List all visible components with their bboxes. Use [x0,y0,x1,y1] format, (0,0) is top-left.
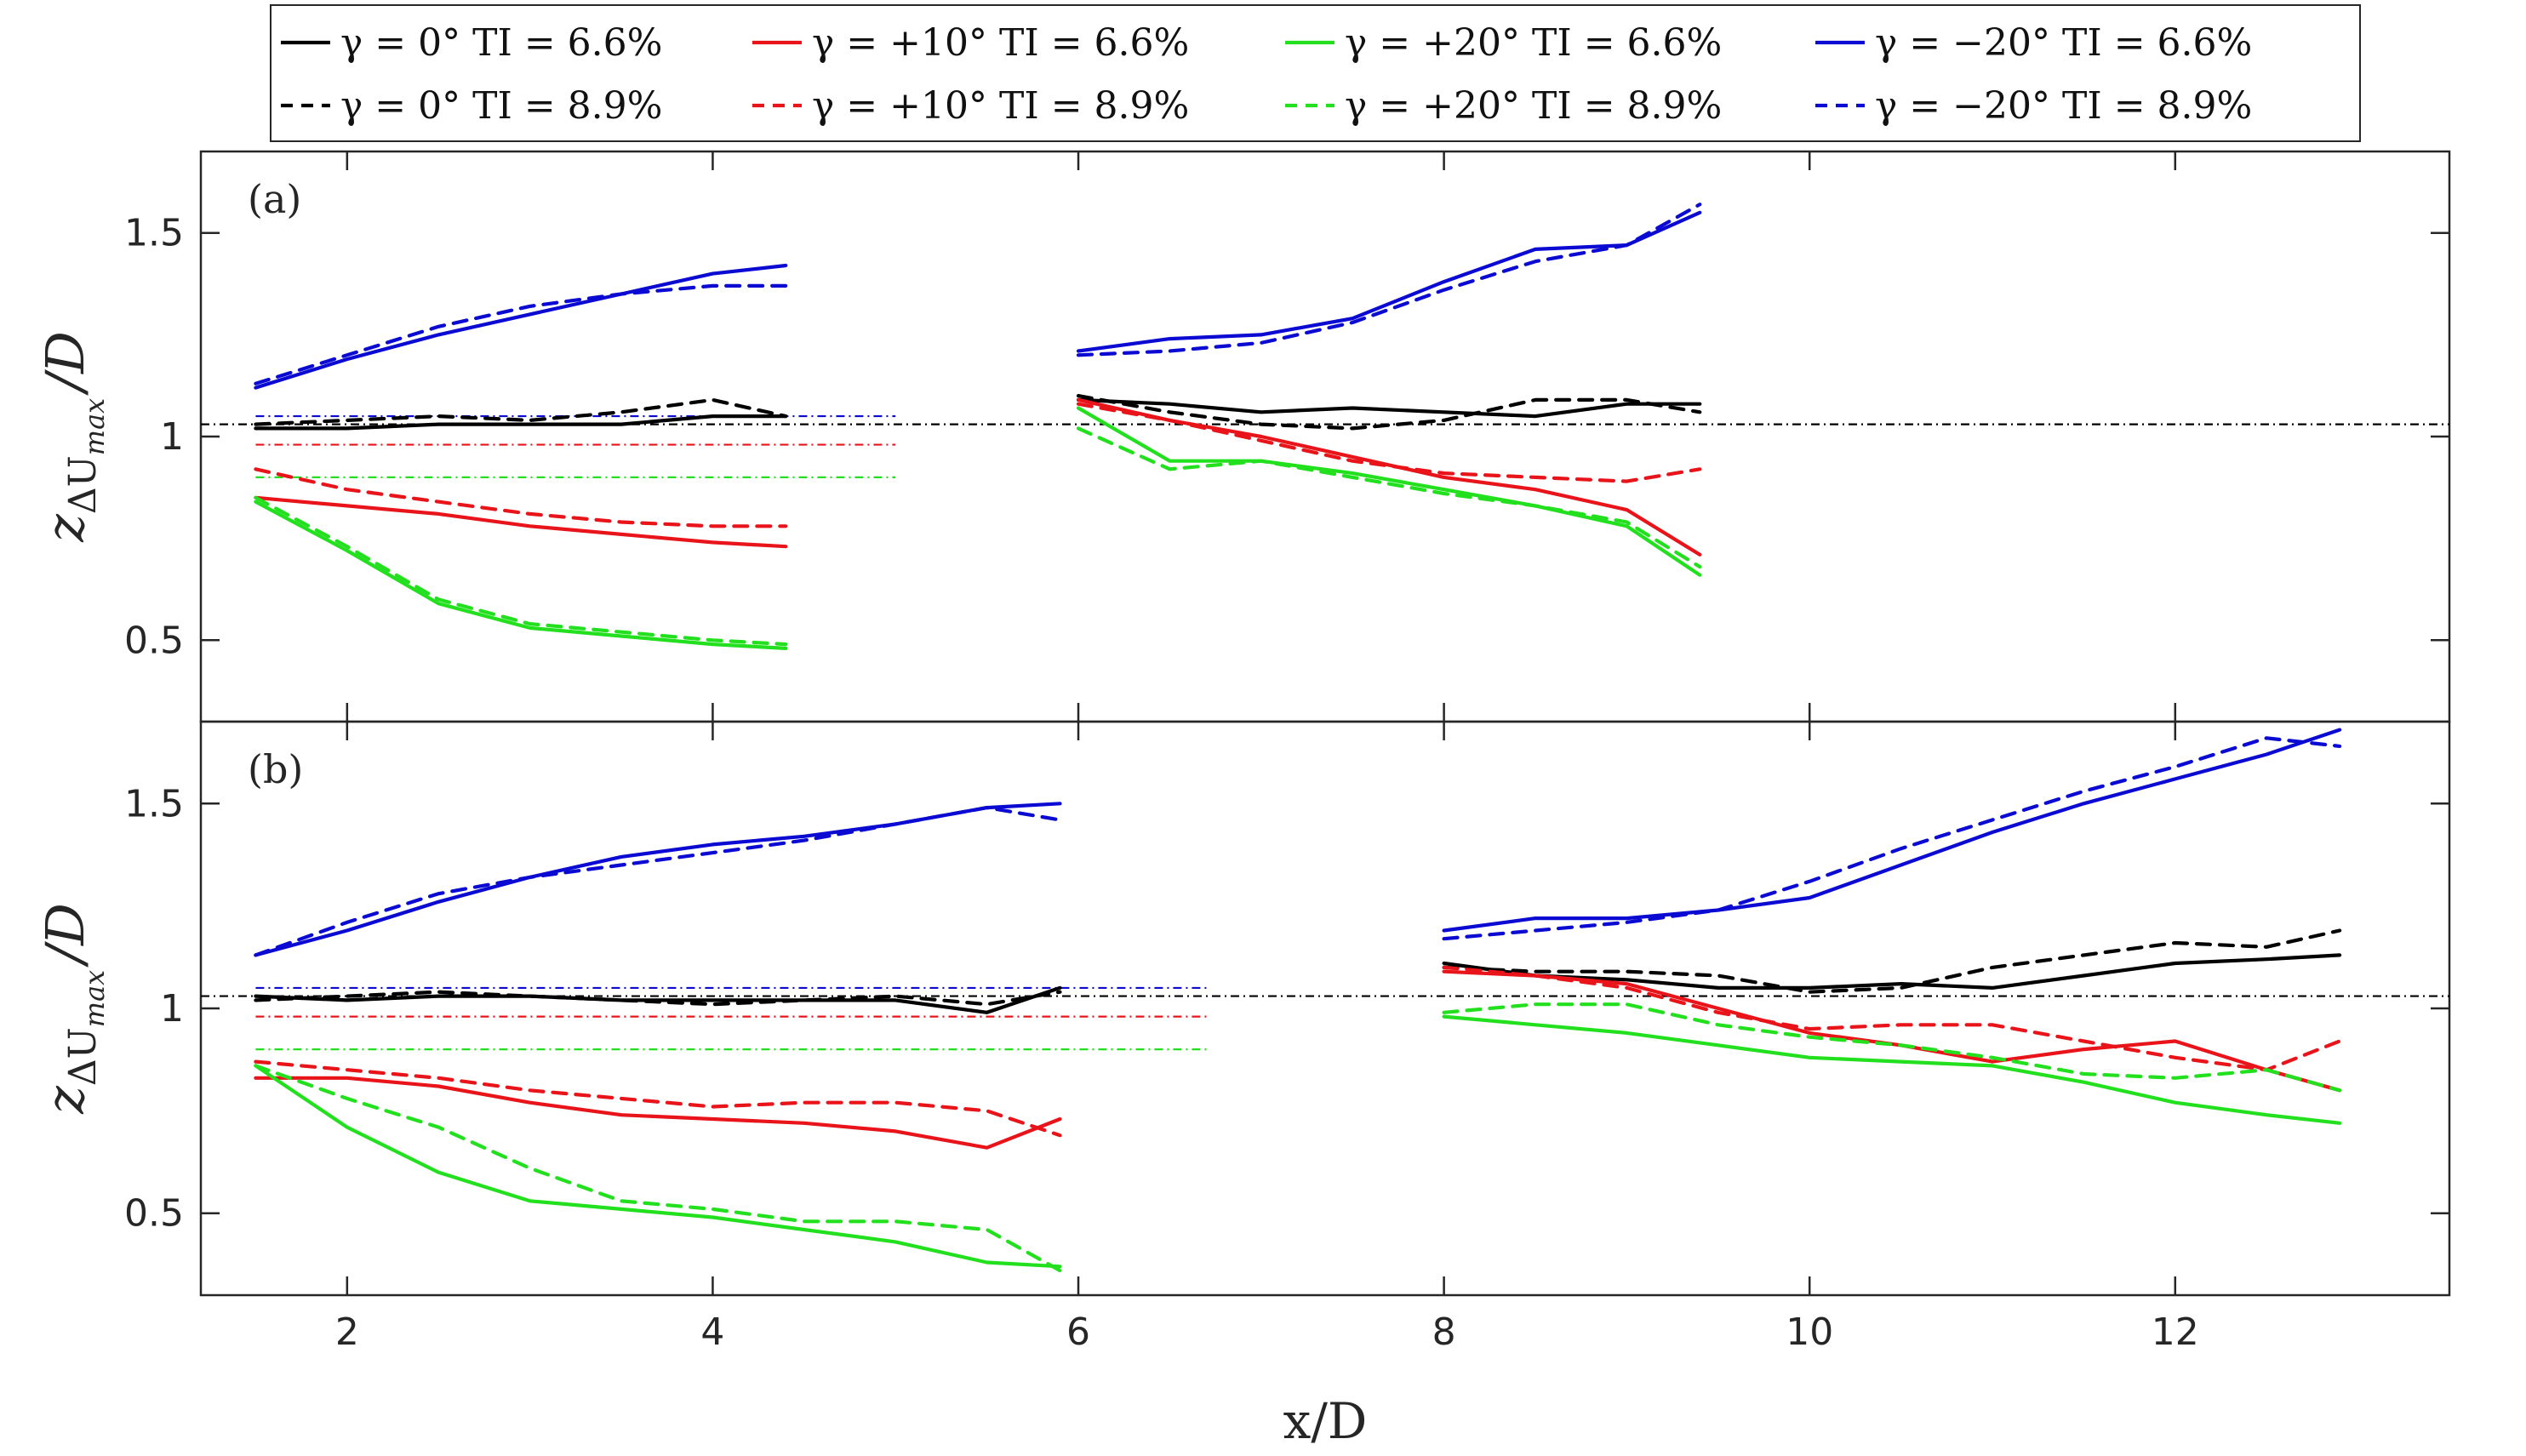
series-line [1442,736,2342,941]
panel-label: (b) [248,746,303,792]
panel-label: (a) [248,176,301,222]
series-line [1076,397,1702,419]
legend-label: γ = −20° TI = 6.6% [1875,21,2252,65]
series-line [254,1076,1062,1150]
series-line [254,495,788,549]
panel-b: 2 4 6 8 10 12 0.5 1 1.5 (b) zΔUmax/D [34,720,2451,1354]
series-line [1076,394,1702,431]
series-line [254,467,788,528]
series-line [1076,397,1702,557]
series-line [1442,728,2342,933]
series-line [254,1064,1062,1273]
axes-frame [199,150,2451,723]
series-line [254,414,788,431]
legend: γ = 0° TI = 6.6% γ = +10° TI = 6.6% γ = +2… [270,4,2361,142]
series-line [1076,203,1702,357]
series-line [1076,402,1702,483]
chart-panels: 0.5 1 1.5 (a) zΔUmax/D 2 4 6 8 10 12 0.5 1 1.5 (b) zΔUm… [34,150,2451,1354]
series-line [254,985,1062,1014]
legend-label: γ = +20° TI = 8.9% [1345,84,1722,128]
legend-label: γ = +10° TI = 6.6% [812,21,1189,65]
y-axis-label-rendered: zΔUmax/D [34,331,111,543]
legend-label: γ = 0° TI = 8.9% [340,84,662,128]
y-axis-label-rendered: zΔUmax/D [34,903,111,1115]
y-axis-label-b: z_ΔU_max / D [8,0,376,47]
series-line [254,283,788,385]
x-axis-label: x/D [1283,1392,1368,1450]
x-tick-label: 12 [2152,1310,2199,1354]
x-tick-label: 6 [1066,1310,1090,1354]
series-line [254,397,788,426]
series-line [1076,210,1702,353]
legend-label: γ = 0° TI = 6.6% [340,21,662,65]
x-tick-label: 2 [335,1310,359,1354]
y-tick-label: 1.5 [124,212,184,255]
series-line [1442,953,2342,990]
series-line [254,990,1062,1007]
y-tick-label: 1 [160,987,184,1031]
legend-label: γ = +20° TI = 6.6% [1345,21,1722,65]
series-line [1442,1002,2342,1093]
series-line [254,1059,1062,1138]
series-line [1442,928,2342,994]
y-tick-label: 0.5 [124,619,184,662]
y-tick-label: 1.5 [124,782,184,825]
series-line [254,1064,1062,1269]
panel-a: 0.5 1 1.5 (a) zΔUmax/D [34,150,2451,723]
series-line [1442,1014,2342,1125]
y-tick-label: 0.5 [124,1192,184,1236]
legend-label: γ = −20° TI = 8.9% [1875,84,2252,128]
series-line [254,495,788,647]
x-tick-label: 8 [1432,1310,1456,1354]
series-line [254,806,1062,957]
series-line [1076,426,1702,569]
x-tick-label: 4 [700,1310,724,1354]
legend-box [270,4,2361,142]
axes-frame [199,720,2451,1297]
legend-label: γ = +10° TI = 8.9% [812,84,1189,128]
series-line [254,802,1062,957]
series-line [254,500,788,650]
series-line [1076,406,1702,577]
x-tick-label: 10 [1786,1310,1833,1354]
series-line [254,263,788,390]
series-line [1442,965,2342,1072]
y-tick-label: 1 [160,415,184,459]
